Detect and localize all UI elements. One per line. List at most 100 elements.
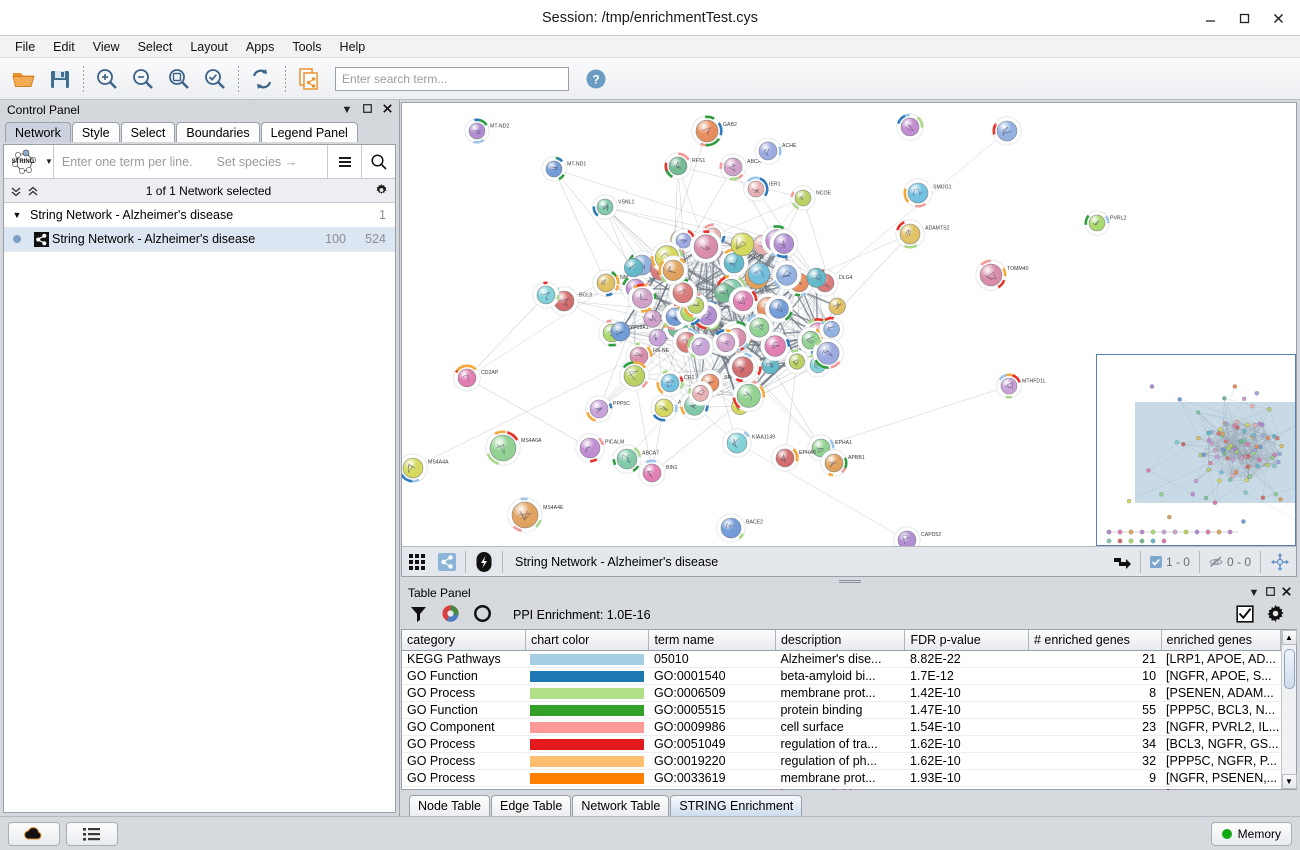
gear-icon[interactable] <box>367 183 395 198</box>
selected-nodes-count[interactable]: 1 - 0 <box>1144 555 1196 569</box>
memory-status-button[interactable]: Memory <box>1210 821 1292 846</box>
export-image-icon[interactable] <box>1107 548 1137 576</box>
save-session-icon[interactable] <box>42 61 78 97</box>
birds-eye-view[interactable] <box>1096 354 1296 546</box>
enrichment-table-body: KEGG Pathways 05010 Alzheimer's dise... 8.8… <box>402 650 1281 805</box>
ring-chart-icon[interactable] <box>473 604 492 626</box>
tab-style[interactable]: Style <box>71 122 120 142</box>
task-list-icon[interactable] <box>66 821 118 846</box>
scroll-down-arrow-icon[interactable]: ▼ <box>1281 774 1297 789</box>
search-input[interactable]: Enter search term... <box>335 66 569 91</box>
tab-network[interactable]: Network <box>5 122 71 142</box>
tab-network-table[interactable]: Network Table <box>572 795 670 816</box>
gear-icon[interactable] <box>1266 604 1285 626</box>
menu-edit[interactable]: Edit <box>53 39 75 54</box>
zoom-selected-icon[interactable] <box>197 61 233 97</box>
menu-view[interactable]: View <box>92 39 120 54</box>
column-header-chart-color[interactable]: chart color <box>525 629 650 652</box>
string-query-input[interactable]: Enter one term per line. Set species → <box>54 145 327 178</box>
cell-description: membrane prot... <box>775 684 905 703</box>
tab-string-enrichment[interactable]: STRING Enrichment <box>670 795 803 816</box>
zoom-out-icon[interactable] <box>125 61 161 97</box>
scrollbar-thumb[interactable] <box>1283 648 1295 689</box>
cell-fdr-pvalue: 8.82E-22 <box>904 650 1029 669</box>
color-swatch <box>530 738 644 750</box>
string-species-dropdown-caret[interactable]: ▼ <box>45 157 53 166</box>
table-row[interactable]: GO Component GO:0009986 cell surface 1.54E-… <box>402 718 1281 737</box>
column-header-term-name[interactable]: term name <box>648 629 776 652</box>
table-row[interactable]: GO Process GO:0033619 membrane prot... 1.93… <box>402 769 1281 788</box>
column-header-enriched-genes[interactable]: enriched genes <box>1161 629 1282 652</box>
cell-enriched-genes: [NGFR, APOE, S... <box>1161 667 1281 686</box>
tab-node-table[interactable]: Node Table <box>409 795 491 816</box>
network-child-row[interactable]: String Network - Alzheimer's disease 100… <box>4 227 395 251</box>
column-header-category[interactable]: category <box>402 629 526 652</box>
menu-layout[interactable]: Layout <box>190 39 228 54</box>
menu-apps[interactable]: Apps <box>245 39 275 54</box>
export-network-icon[interactable] <box>291 61 327 97</box>
control-panel-float-button[interactable]: ▼ <box>341 104 353 116</box>
network-canvas[interactable]: MT-ND2 MT-ND1 VSNL1 CD2AP MS4A4A MS4A6A … <box>402 103 1296 546</box>
table-row[interactable]: KEGG Pathways 05010 Alzheimer's dise... 8.8… <box>402 650 1281 669</box>
share-network-icon[interactable] <box>432 548 462 576</box>
filter-funnel-icon[interactable] <box>409 604 428 626</box>
minimize-button[interactable] <box>1194 4 1226 32</box>
network-graph[interactable]: MT-ND2 MT-ND1 VSNL1 CD2AP MS4A4A MS4A6A … <box>402 103 1288 546</box>
column-header-fdr-pvalue[interactable]: FDR p-value <box>904 629 1029 652</box>
enrichment-table-wrapper: category chart color term name descripti… <box>401 628 1297 805</box>
network-count-bar: 1 of 1 Network selected <box>4 179 395 203</box>
checkbox-checked-icon[interactable] <box>1236 605 1254 626</box>
control-panel-maximize-button[interactable] <box>359 104 375 116</box>
scroll-up-arrow-icon[interactable]: ▲ <box>1281 629 1297 645</box>
svg-text:ACHE: ACHE <box>782 143 797 149</box>
menu-file[interactable]: File <box>15 39 36 54</box>
pan-tool-icon[interactable] <box>1264 552 1296 572</box>
column-header-description[interactable]: description <box>775 629 906 652</box>
table-row[interactable]: GO Process GO:0006509 membrane prot... 1.42… <box>402 684 1281 703</box>
panel-splitter[interactable] <box>400 577 1300 585</box>
table-panel-float-button[interactable]: ▼ <box>1248 587 1260 600</box>
set-species-link[interactable]: Set species → <box>216 154 298 169</box>
collapse-expand-controls[interactable] <box>4 184 50 198</box>
open-session-icon[interactable] <box>6 61 42 97</box>
table-row[interactable]: GO Process GO:0051049 regulation of tra...… <box>402 735 1281 754</box>
menu-tools[interactable]: Tools <box>292 39 322 54</box>
hamburger-icon[interactable] <box>328 145 361 178</box>
menu-select[interactable]: Select <box>137 39 173 54</box>
search-icon[interactable] <box>362 145 395 178</box>
tab-edge-table[interactable]: Edge Table <box>491 795 572 816</box>
zoom-fit-icon[interactable] <box>161 61 197 97</box>
table-row[interactable]: GO Process GO:0019220 regulation of ph... 1… <box>402 752 1281 771</box>
close-button[interactable] <box>1262 4 1294 32</box>
table-panel-close-button[interactable] <box>1278 587 1294 599</box>
cloud-icon[interactable] <box>8 821 60 846</box>
column-header-enriched-count[interactable]: # enriched genes <box>1028 629 1162 652</box>
annotation-icon[interactable] <box>469 548 499 576</box>
expand-arrow-icon[interactable]: ▼ <box>12 210 22 220</box>
refresh-icon[interactable] <box>244 61 280 97</box>
selected-count-label: 1 - 0 <box>1165 554 1190 569</box>
table-panel-maximize-button[interactable] <box>1262 587 1278 599</box>
grid-view-icon[interactable] <box>402 548 432 576</box>
tab-boundaries[interactable]: Boundaries <box>176 122 260 142</box>
table-row[interactable]: GO Function GO:0005515 protein binding 1.47… <box>402 701 1281 720</box>
svg-text:BACE2: BACE2 <box>746 520 763 526</box>
network-root-row[interactable]: ▼ String Network - Alzheimer's disease 1 <box>4 203 395 227</box>
control-panel-close-button[interactable] <box>379 104 395 116</box>
maximize-button[interactable] <box>1228 4 1260 32</box>
tab-select[interactable]: Select <box>120 122 176 142</box>
help-icon[interactable]: ? <box>581 64 611 94</box>
donut-chart-icon[interactable] <box>441 604 460 626</box>
table-row[interactable]: GO Function GO:0001540 beta-amyloid bi... 1… <box>402 667 1281 686</box>
string-search-bar: STRING ▼ Enter one term per line. Set sp… <box>4 145 395 179</box>
enrichment-table: category chart color term name descripti… <box>402 629 1282 805</box>
menu-help[interactable]: Help <box>339 39 366 54</box>
table-panel-toolbar: PPI Enrichment: 1.0E-16 <box>401 601 1297 628</box>
zoom-in-icon[interactable] <box>89 61 125 97</box>
table-vertical-scrollbar[interactable]: ▲ ▼ <box>1281 629 1297 789</box>
string-logo-icon[interactable]: STRING <box>4 145 48 178</box>
tab-legend-panel[interactable]: Legend Panel <box>260 122 358 142</box>
svg-text:MS4A4E: MS4A4E <box>543 505 564 511</box>
svg-text:PVRL2: PVRL2 <box>1110 215 1127 221</box>
hidden-nodes-count[interactable]: 0 - 0 <box>1203 555 1257 569</box>
